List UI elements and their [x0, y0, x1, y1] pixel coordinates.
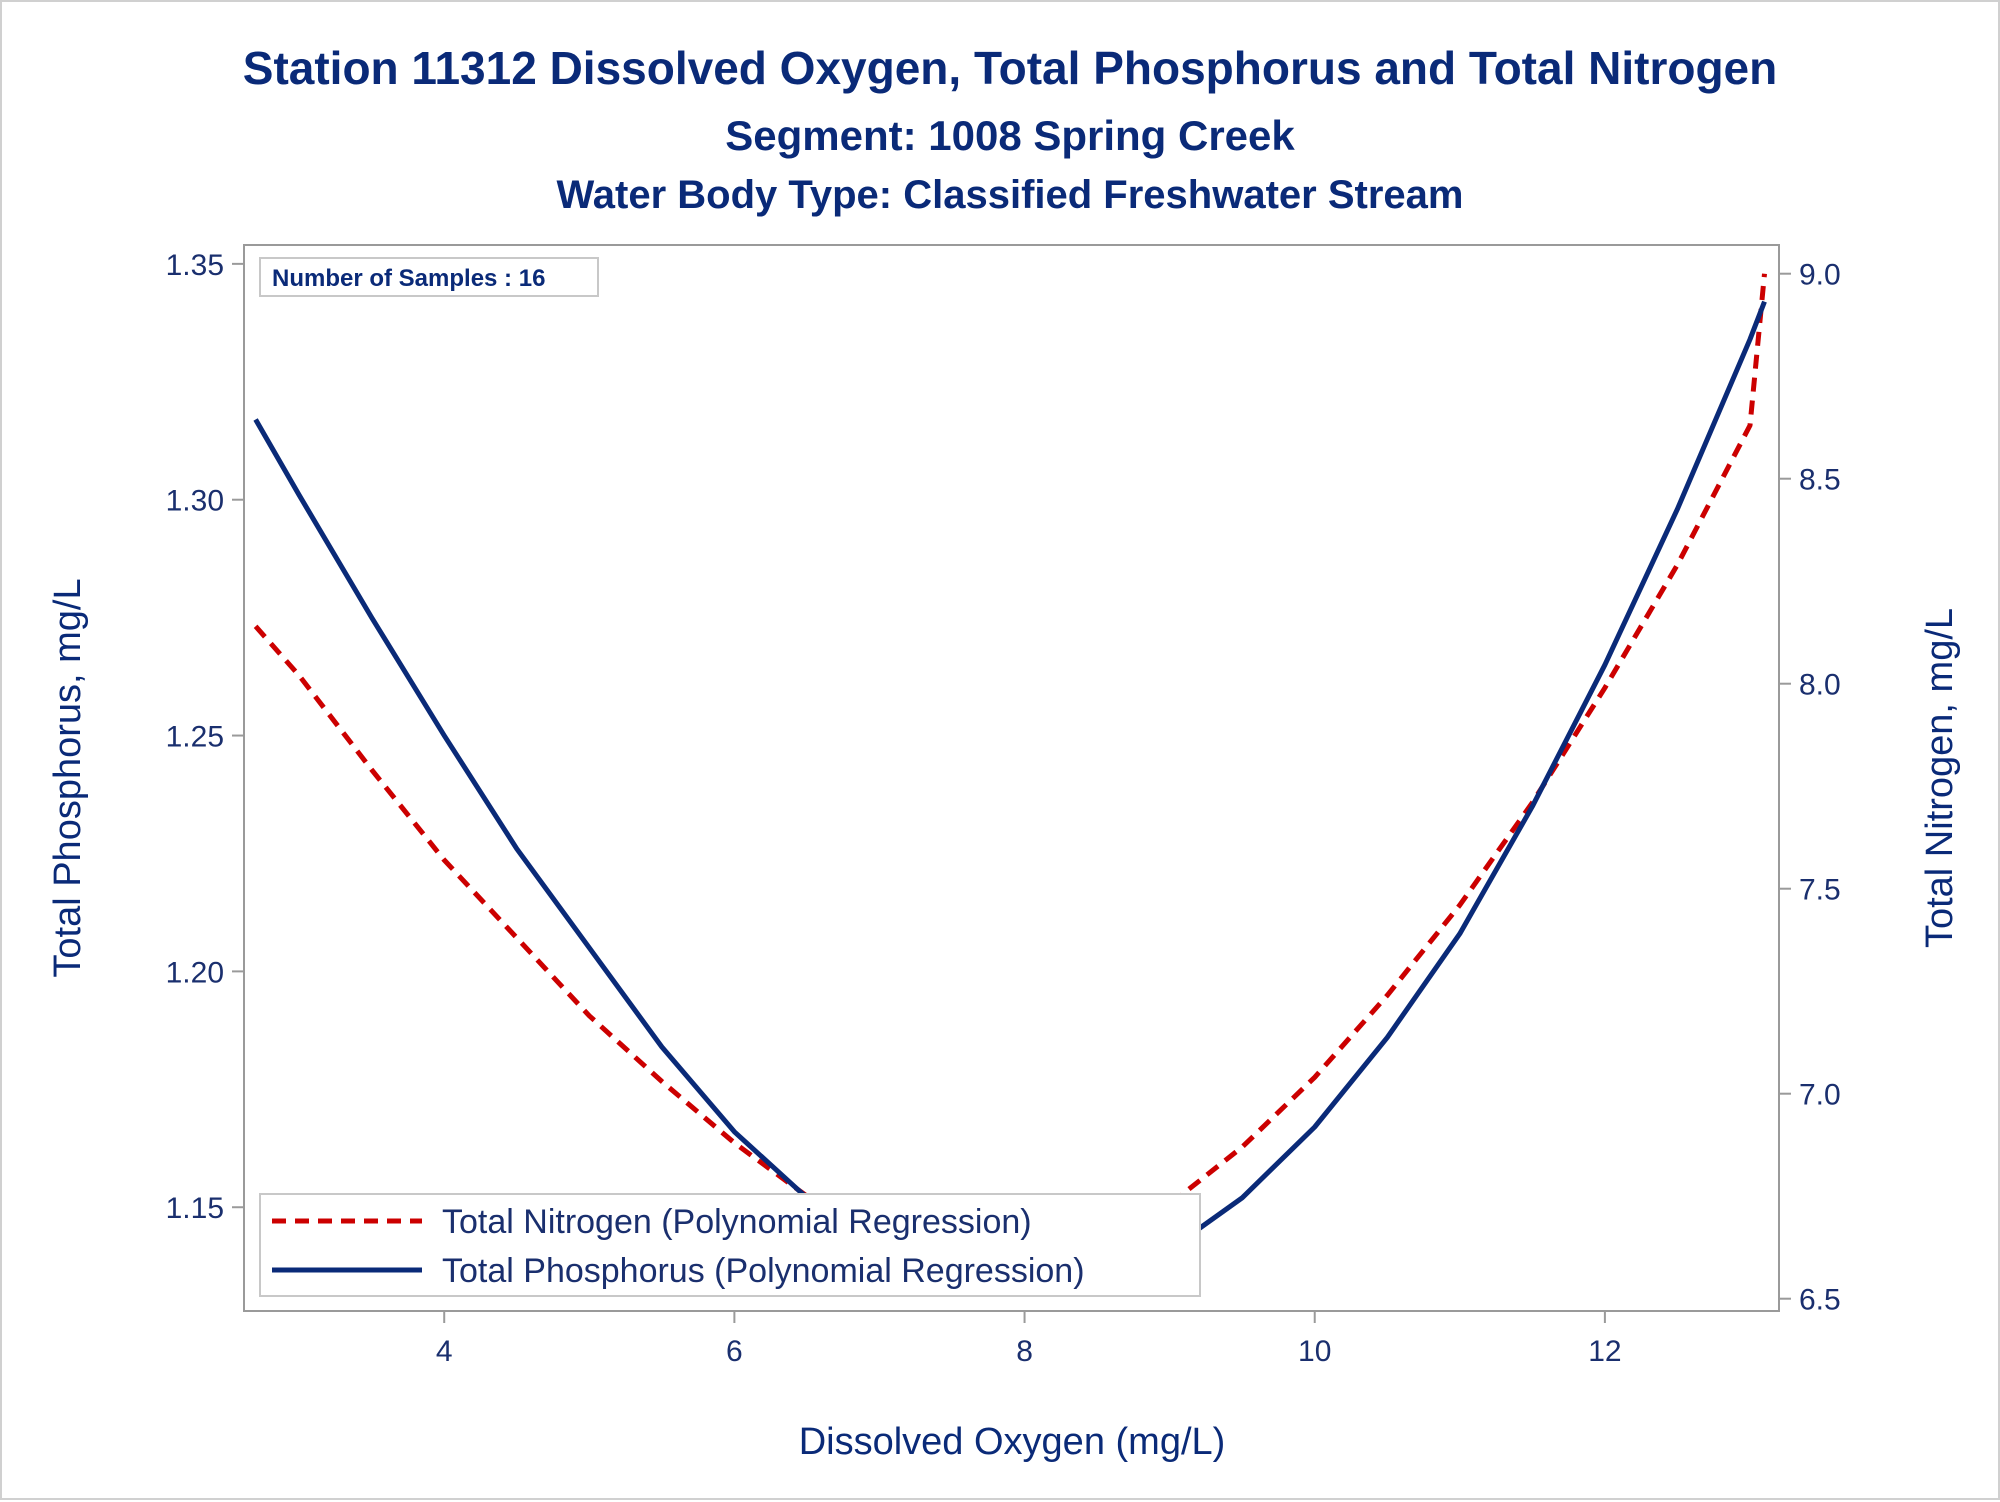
chart-title: Station 11312 Dissolved Oxygen, Total Ph… [243, 42, 1777, 94]
y2-tick-label: 8.5 [1799, 464, 1841, 497]
y-axis-left: 1.15 1.20 1.25 1.30 1.35 [166, 249, 244, 1225]
y-tick-label: 1.20 [166, 956, 224, 989]
y-tick-label: 1.35 [166, 249, 224, 282]
x-tick-label: 6 [726, 1335, 743, 1368]
legend-label-phosphorus: Total Phosphorus (Polynomial Regression) [442, 1252, 1085, 1290]
y2-tick-label: 8.0 [1799, 669, 1841, 702]
chart-subtitle: Segment: 1008 Spring Creek [725, 112, 1295, 159]
y-tick-label: 1.30 [166, 485, 224, 518]
y2-tick-label: 9.0 [1799, 259, 1841, 292]
y2-tick-label: 6.5 [1799, 1284, 1841, 1317]
plot-area [243, 244, 1780, 1312]
x-axis: 4 6 8 10 12 [436, 1311, 1622, 1368]
y-tick-label: 1.15 [166, 1192, 224, 1225]
y2-tick-label: 7.5 [1799, 874, 1841, 907]
y-axis-right: 6.5 7.0 7.5 8.0 8.5 9.0 [1779, 259, 1841, 1317]
chart-subtitle-2: Water Body Type: Classified Freshwater S… [557, 173, 1464, 217]
legend-label-nitrogen: Total Nitrogen (Polynomial Regression) [442, 1203, 1032, 1241]
x-tick-label: 8 [1016, 1335, 1033, 1368]
y-axis-label: Total Phosphorus, mg/L [47, 578, 89, 977]
x-tick-label: 12 [1588, 1335, 1621, 1368]
legend-box [259, 1193, 1201, 1297]
y2-tick-label: 7.0 [1799, 1079, 1841, 1112]
y-tick-label: 1.25 [166, 721, 224, 754]
x-axis-label: Dissolved Oxygen (mg/L) [799, 1421, 1226, 1463]
samples-box [259, 257, 599, 297]
y2-axis-label: Total Nitrogen, mg/L [1919, 608, 1961, 948]
x-tick-label: 4 [436, 1335, 453, 1368]
x-tick-label: 10 [1298, 1335, 1331, 1368]
samples-label: Number of Samples : 16 [272, 265, 545, 292]
